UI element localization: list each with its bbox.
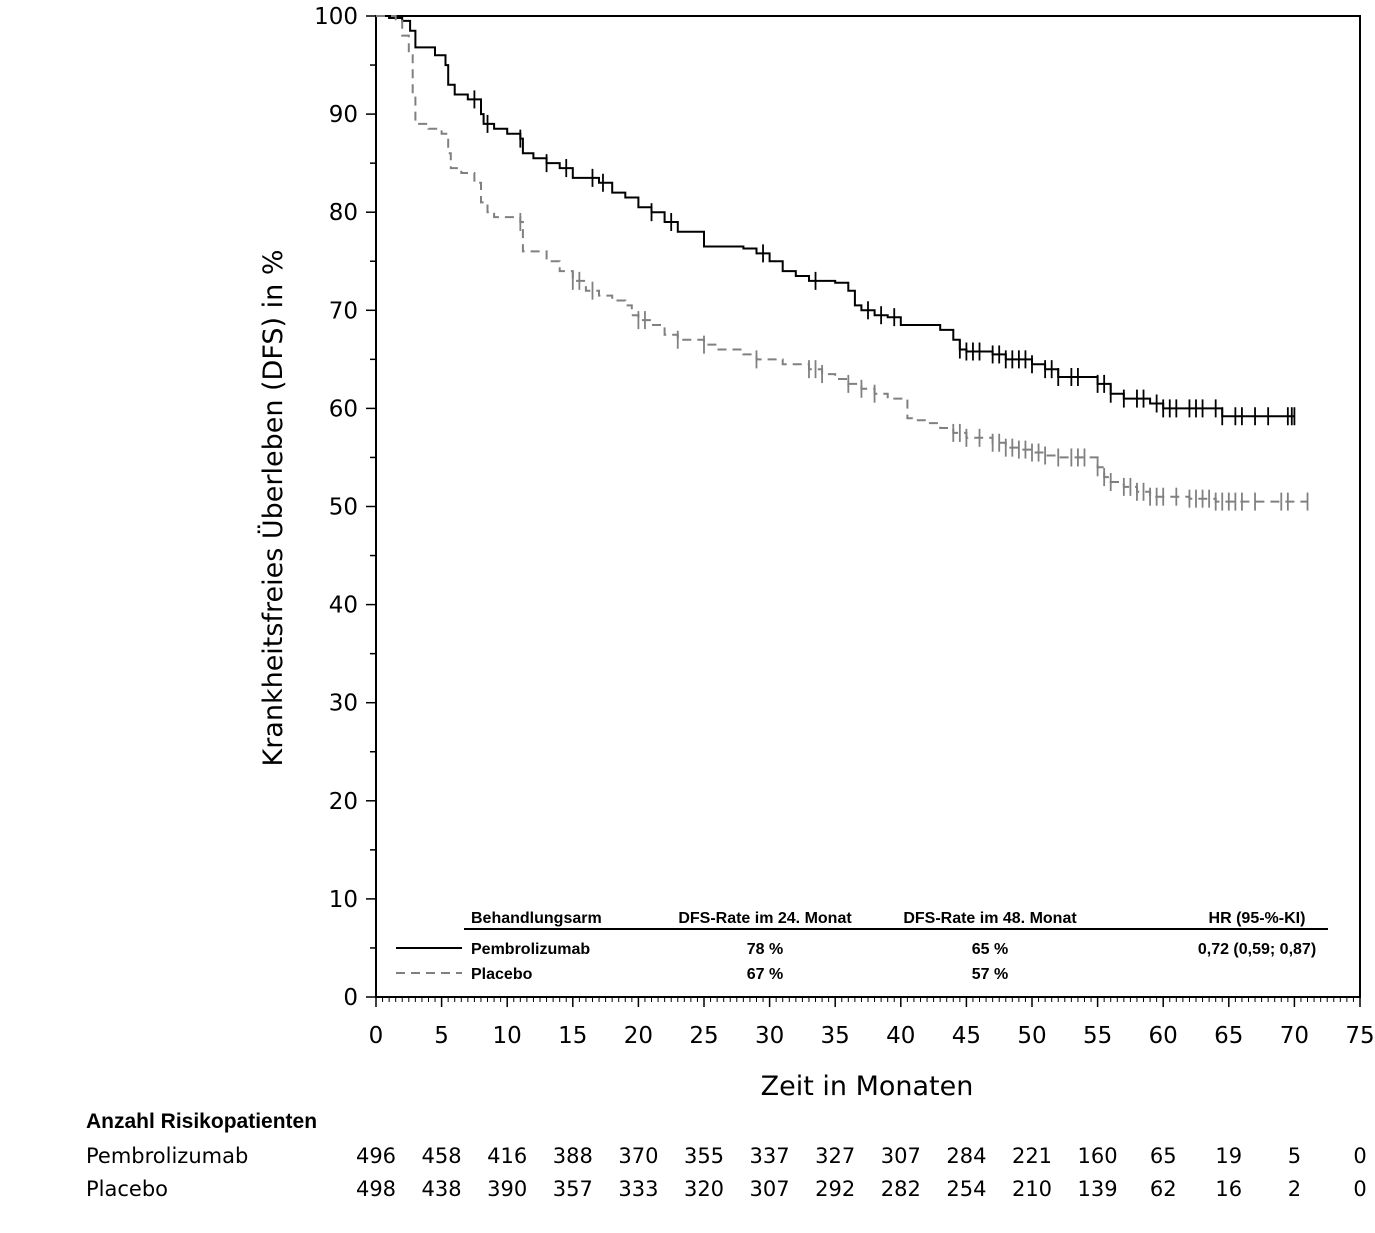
y-tick-label: 30 (329, 691, 358, 717)
x-axis-title: Zeit in Monaten (761, 1071, 974, 1102)
risk-count: 5 (1288, 1144, 1301, 1168)
y-tick-label: 70 (329, 298, 358, 324)
risk-table-title: Anzahl Risikopatienten (86, 1110, 317, 1133)
y-tick-label: 20 (329, 789, 358, 815)
y-tick-label: 90 (329, 102, 358, 128)
x-axis: 0 5 10 15 20 25 30 35 40 45 50 55 60 65 70 75 (369, 997, 1375, 1049)
legend-cell-dfs24: 78 % (747, 941, 783, 958)
y-tick-label: 80 (329, 200, 358, 226)
legend-cell-dfs48: 57 % (972, 966, 1008, 983)
risk-count: 416 (487, 1144, 527, 1168)
survival-curves (376, 15, 1309, 511)
y-axis-title: Krankheitsfreies Überleben (DFS) in % (257, 249, 289, 766)
risk-count: 388 (553, 1144, 593, 1168)
x-tick-label: 60 (1149, 1023, 1178, 1049)
y-axis: 0 10 20 30 40 50 60 70 80 90 100 (314, 4, 376, 1011)
x-tick-label: 50 (1017, 1023, 1046, 1049)
risk-count: 0 (1353, 1177, 1366, 1201)
x-tick-label: 65 (1214, 1023, 1243, 1049)
pembrolizumab-curve (376, 15, 1295, 418)
x-tick-label: 40 (886, 1023, 915, 1049)
placebo-curve (376, 15, 1308, 503)
x-tick-label: 0 (369, 1023, 384, 1049)
risk-count: 254 (946, 1177, 986, 1201)
y-tick-label: 10 (329, 887, 358, 913)
risk-count: 284 (946, 1144, 986, 1168)
legend-header: HR (95-%-KI) (1209, 910, 1306, 927)
risk-count: 0 (1353, 1144, 1366, 1168)
risk-count: 498 (356, 1177, 396, 1201)
risk-count: 458 (422, 1144, 462, 1168)
legend-cell-hr: 0,72 (0,59; 0,87) (1198, 941, 1316, 958)
legend-cell-arm: Placebo (471, 966, 533, 983)
legend-header: DFS-Rate im 48. Monat (903, 910, 1077, 927)
risk-count: 370 (618, 1144, 658, 1168)
x-tick-label: 20 (624, 1023, 653, 1049)
risk-count: 160 (1078, 1144, 1118, 1168)
risk-count: 19 (1215, 1144, 1242, 1168)
risk-count: 282 (881, 1177, 921, 1201)
risk-count: 320 (684, 1177, 724, 1201)
plot-border (375, 15, 1361, 998)
x-tick-label: 15 (558, 1023, 587, 1049)
legend-cell-dfs24: 67 % (747, 966, 783, 983)
x-tick-label: 25 (689, 1023, 718, 1049)
risk-count: 221 (1012, 1144, 1052, 1168)
risk-count: 390 (487, 1177, 527, 1201)
risk-count: 307 (750, 1177, 790, 1201)
risk-count: 139 (1078, 1177, 1118, 1201)
x-tick-label: 35 (821, 1023, 850, 1049)
risk-count: 62 (1150, 1177, 1177, 1201)
y-tick-label: 40 (329, 593, 358, 619)
risk-count: 65 (1150, 1144, 1177, 1168)
y-tick-label: 50 (329, 495, 358, 521)
risk-count: 16 (1215, 1177, 1242, 1201)
risk-count: 355 (684, 1144, 724, 1168)
risk-count: 438 (422, 1177, 462, 1201)
legend-header: DFS-Rate im 24. Monat (678, 910, 852, 927)
risk-count: 292 (815, 1177, 855, 1201)
risk-count: 2 (1288, 1177, 1301, 1201)
risk-row-label: Pembrolizumab (86, 1144, 248, 1168)
legend-cell-arm: Pembrolizumab (471, 941, 590, 958)
x-tick-label: 55 (1083, 1023, 1112, 1049)
x-tick-label: 5 (434, 1023, 449, 1049)
legend-table: Behandlungsarm DFS-Rate im 24. Monat DFS-R… (396, 910, 1328, 983)
risk-table: Anzahl Risikopatienten Pembrolizumab 496 45… (86, 1110, 1367, 1201)
y-tick-label: 100 (314, 4, 358, 30)
risk-count: 337 (750, 1144, 790, 1168)
risk-row-label: Placebo (86, 1177, 168, 1201)
risk-count: 307 (881, 1144, 921, 1168)
risk-count: 210 (1012, 1177, 1052, 1201)
x-tick-label: 45 (952, 1023, 981, 1049)
x-tick-label: 10 (493, 1023, 522, 1049)
plot-frame (375, 15, 1361, 998)
risk-count: 357 (553, 1177, 593, 1201)
risk-count: 327 (815, 1144, 855, 1168)
y-tick-label: 0 (343, 985, 358, 1011)
risk-count: 333 (618, 1177, 658, 1201)
legend-header: Behandlungsarm (471, 910, 602, 927)
x-tick-label: 30 (755, 1023, 784, 1049)
y-tick-label: 60 (329, 396, 358, 422)
legend-cell-dfs48: 65 % (972, 941, 1008, 958)
x-tick-label: 70 (1280, 1023, 1309, 1049)
risk-count: 496 (356, 1144, 396, 1168)
x-tick-label: 75 (1345, 1023, 1374, 1049)
